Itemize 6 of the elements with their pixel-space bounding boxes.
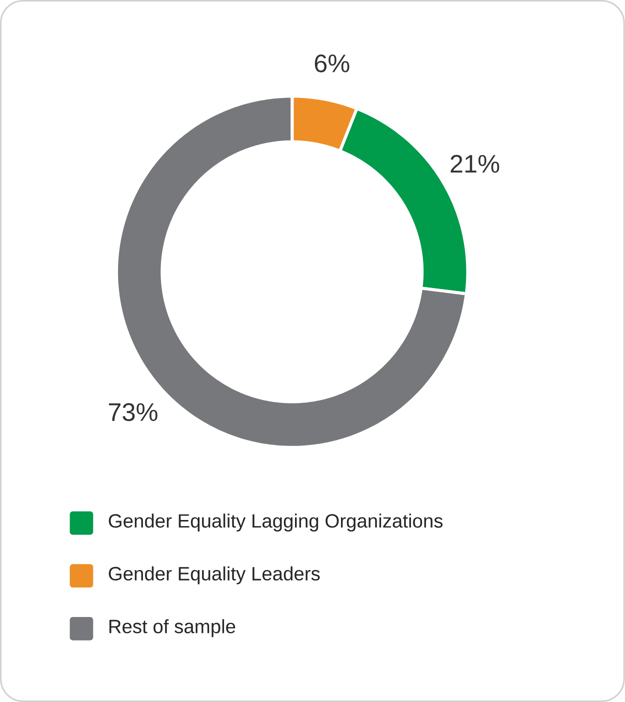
data-label: 73% — [109, 403, 158, 422]
data-label: 21% — [450, 154, 500, 173]
legend-label: Gender Equality Lagging Organizations — [108, 514, 443, 532]
legend-label: Rest of sample — [110, 619, 236, 638]
data-label: 6% — [314, 54, 350, 72]
legend-label: Gender Equality Leaders — [108, 566, 320, 584]
